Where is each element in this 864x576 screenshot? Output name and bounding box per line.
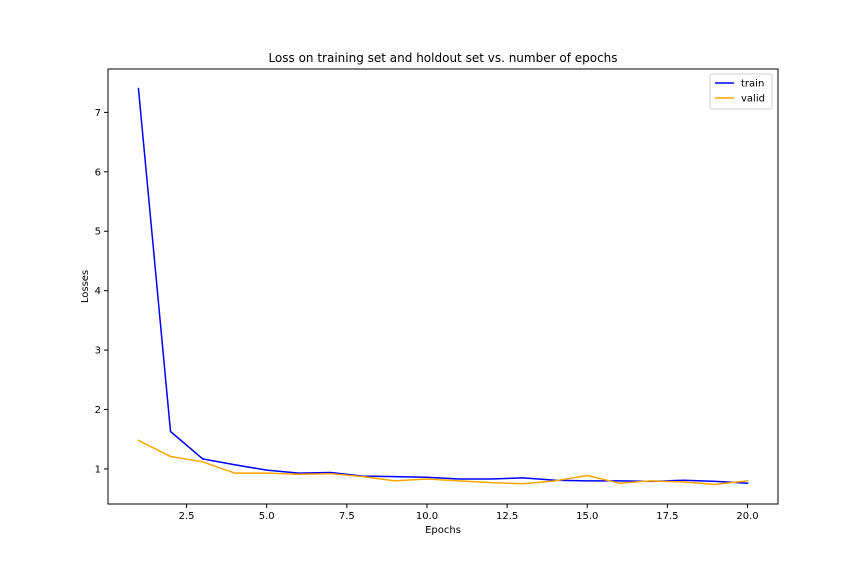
x-axis-label: Epochs	[425, 525, 461, 536]
series-line-valid	[137, 439, 749, 486]
legend-label-valid: valid	[741, 94, 765, 105]
y-tick-label: 3	[95, 346, 101, 357]
series-lines	[137, 87, 749, 486]
x-tick-label: 7.5	[339, 511, 355, 522]
chart-title: Loss on training set and holdout set vs.…	[268, 51, 617, 65]
plot-area-frame	[107, 68, 779, 505]
y-tick-label: 2	[95, 405, 101, 416]
y-axis-ticks: 1 2 3 4 5 6 7	[95, 108, 108, 475]
x-tick-label: 2.5	[179, 511, 195, 522]
x-tick-label: 12.5	[496, 511, 518, 522]
y-tick-label: 7	[95, 108, 101, 119]
x-tick-label: 20.0	[736, 511, 758, 522]
y-tick-label: 6	[95, 167, 101, 178]
x-axis-ticks: 2.5 5.0 7.5 10.0 12.5 15.0 17.5 20.0	[179, 504, 759, 522]
y-axis-label: Losses	[80, 270, 91, 303]
x-tick-label: 17.5	[656, 511, 678, 522]
legend: train valid	[709, 73, 773, 110]
x-tick-label: 10.0	[416, 511, 438, 522]
y-tick-label: 4	[95, 286, 101, 297]
y-tick-label: 5	[95, 227, 101, 238]
x-tick-label: 15.0	[576, 511, 598, 522]
y-tick-label: 1	[95, 464, 101, 475]
series-line-train	[137, 87, 749, 484]
x-tick-label: 5.0	[259, 511, 275, 522]
legend-label-train: train	[741, 79, 764, 90]
